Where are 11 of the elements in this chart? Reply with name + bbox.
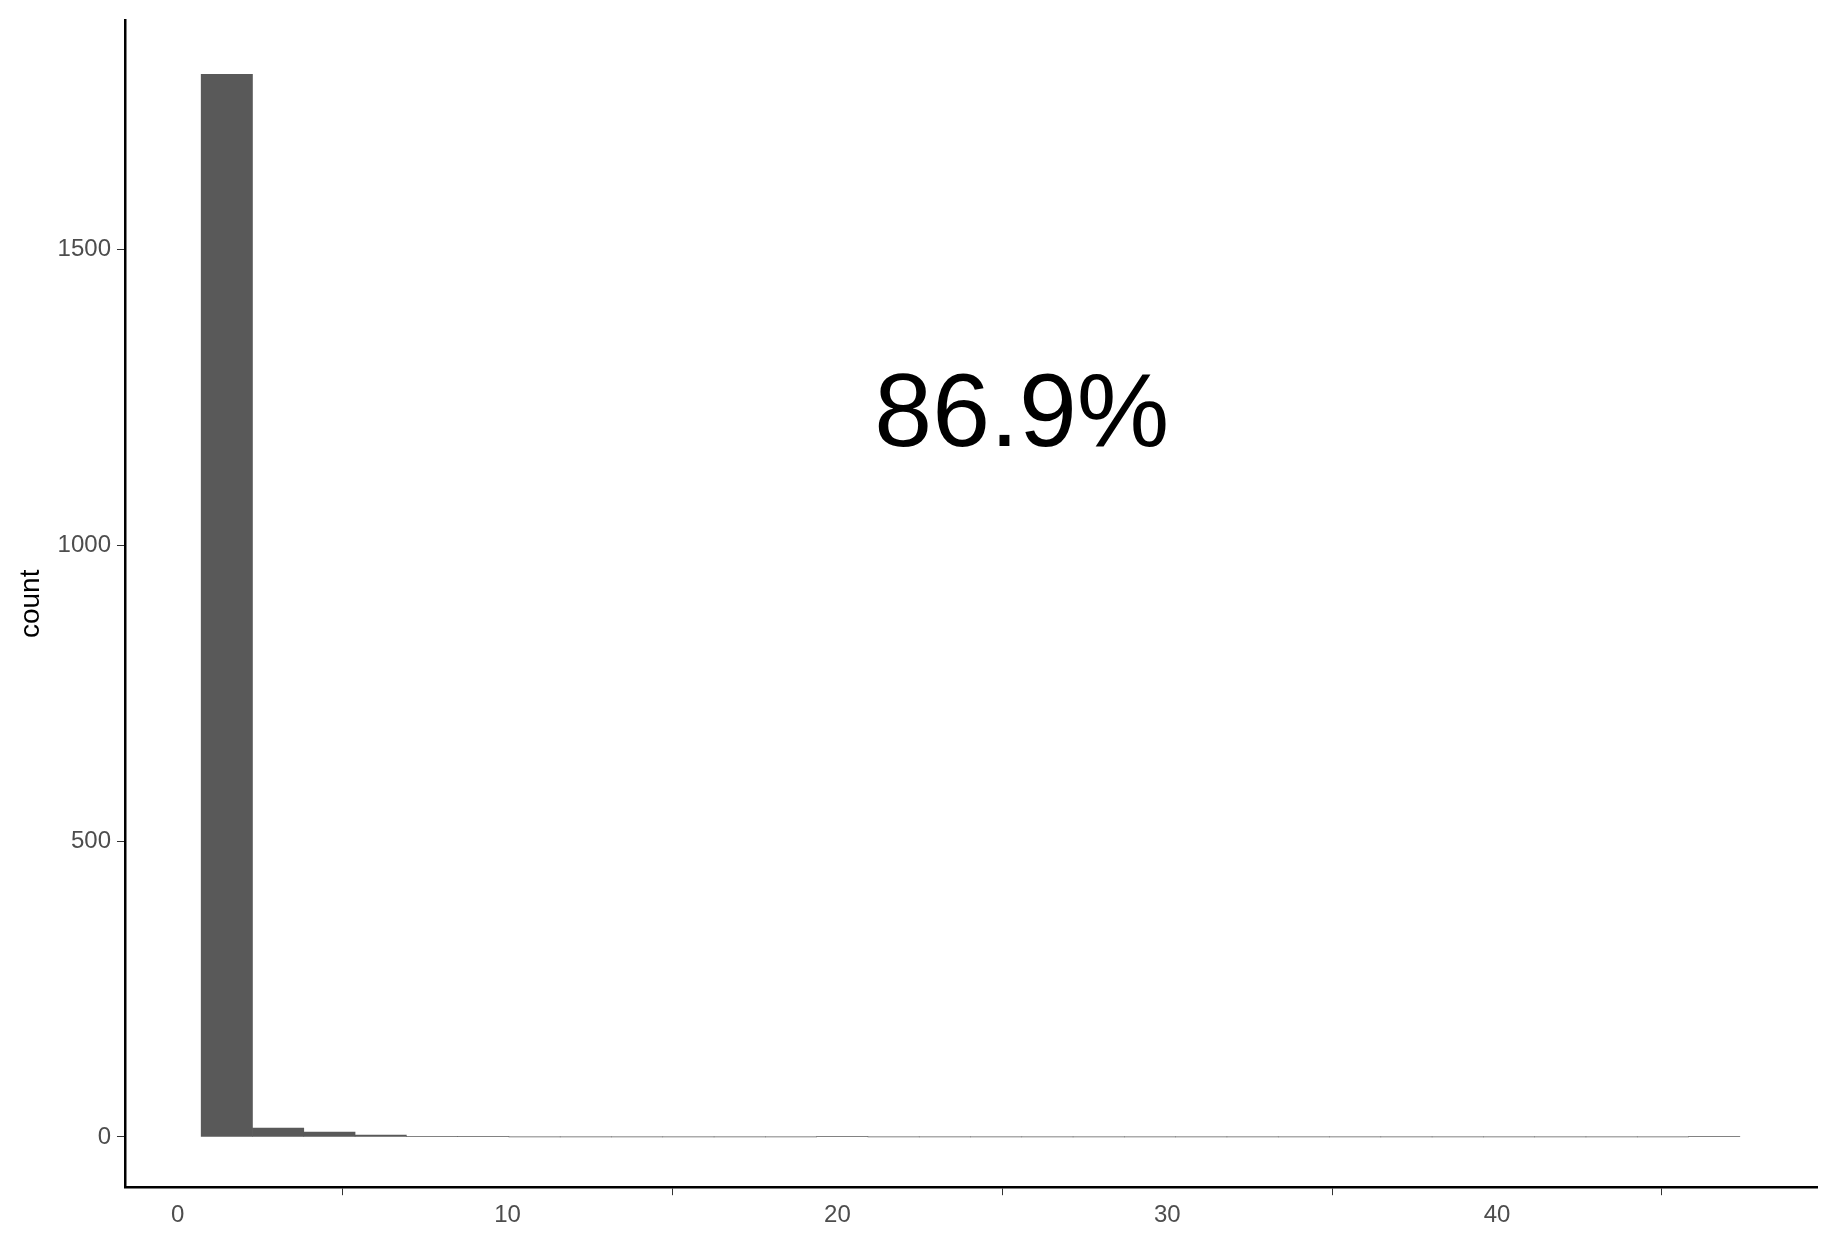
y-tick-label: 1000: [57, 530, 111, 558]
y-tick-label: 500: [70, 825, 111, 853]
y-tick-label: 1500: [57, 234, 111, 262]
x-tick-label: 40: [1483, 1200, 1511, 1228]
x-tick-label: 10: [494, 1200, 521, 1228]
y-tick-label: 0: [97, 1121, 111, 1149]
annotation: 86.9%: [874, 351, 1170, 468]
x-tick-label: 0: [171, 1200, 185, 1228]
y-axis-title: count: [13, 569, 45, 639]
x-tick-label: 30: [1153, 1200, 1181, 1228]
x-tick-label: 20: [824, 1200, 851, 1228]
